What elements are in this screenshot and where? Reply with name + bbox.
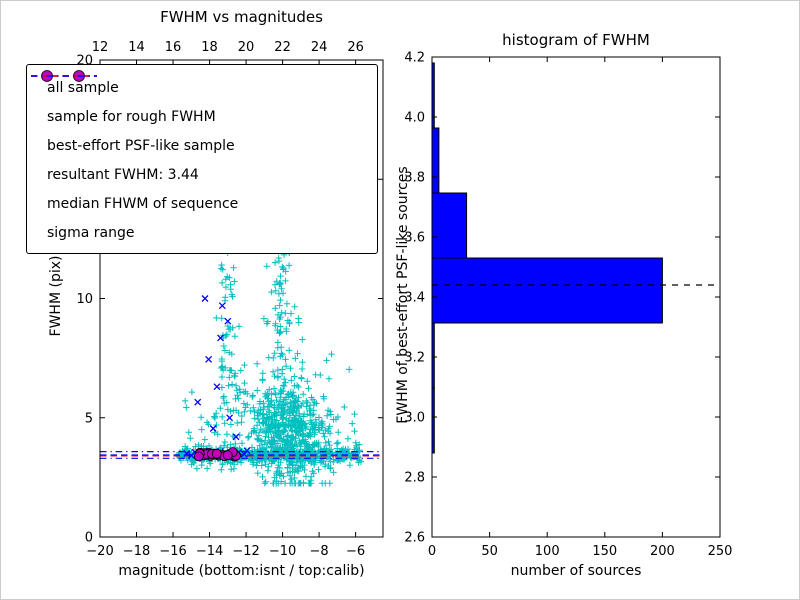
right-ytick-label: 4.0 [404,111,425,126]
histogram-bar [431,257,663,324]
right-ytick-label: 3.2 [404,351,425,366]
legend-item-label: sample for rough FWHM [47,108,216,125]
legend-line-sample-icon [31,75,97,77]
left-ytick-label: 10 [76,292,93,307]
left-axes-frame [99,59,384,538]
legend-item-median-fhwm-of-sequence: median FHWM of sequence [31,75,377,218]
right-xtick-label: 200 [650,544,675,559]
right-xtick-label: 250 [708,544,733,559]
right-ytick-label: 3.6 [404,231,425,246]
right-ytick-label: 3.0 [404,411,425,426]
left-xtick-label: −16 [159,544,186,559]
psf-sample-point [222,450,233,461]
left-xtick-label: −10 [269,544,296,559]
top-xtick-label: 14 [128,40,145,55]
right-ytick-label: 2.6 [404,531,425,546]
right-ytick-label: 3.8 [404,171,425,186]
right-xtick-label: 0 [428,544,436,559]
top-xtick-label: 22 [274,40,291,55]
legend-item-label: all sample [47,79,119,96]
left-xtick-label: −14 [196,544,223,559]
legend-item-sample-for-rough-fwhm: sample for rough FWHM [37,71,377,131]
legend-item-label: best-effort PSF-like sample [47,137,235,154]
top-xtick-label: 26 [347,40,364,55]
top-xtick-label: 12 [92,40,109,55]
legend-item-label: sigma range [47,224,135,241]
left-ytick-label: 0 [85,531,93,546]
left-ytick-label: 5 [85,411,93,426]
legend-item-best-effort-psf-like-sample: best-effort PSF-like sample [37,70,377,160]
right-axes-frame [431,56,721,538]
legend-item-label: resultant FWHM: 3.44 [47,166,199,183]
legend-item-resultant-fwhm-3-44: resultant FWHM: 3.44 [31,75,377,189]
right-xtick-label: 150 [592,544,617,559]
left-plot-data [100,219,383,487]
right-xtick-label: 100 [535,544,560,559]
histogram-bar [431,192,468,259]
right-ytick-label: 2.8 [404,471,425,486]
left-xtick-label: −20 [86,544,113,559]
left-xtick-label: −8 [310,544,329,559]
left-xtick-label: −18 [123,544,150,559]
top-xtick-label: 24 [311,40,328,55]
legend: all sample sample for rough FWHM best-effo… [26,64,378,254]
left-xtick-label: −12 [232,544,259,559]
right-ytick-label: 4.2 [404,51,425,66]
psf-sample-point [211,448,222,459]
right-xtick-label: 50 [481,544,498,559]
histogram-bars [431,62,663,454]
axes: −20 −18 −16 −14 −12 −10 −8 −6 12 14 16 18 20 22 24 26 0 5… [76,40,732,559]
right-ytick-label: 3.4 [404,291,425,306]
left-xtick-label: −6 [346,544,365,559]
psf-sample-point [193,451,204,462]
top-xtick-label: 18 [201,40,218,55]
top-xtick-label: 16 [165,40,182,55]
legend-item-label: median FHWM of sequence [47,195,239,212]
legend-item-sigma-range: sigma range [31,75,377,247]
top-xtick-label: 20 [238,40,255,55]
histogram-bar [431,127,440,194]
